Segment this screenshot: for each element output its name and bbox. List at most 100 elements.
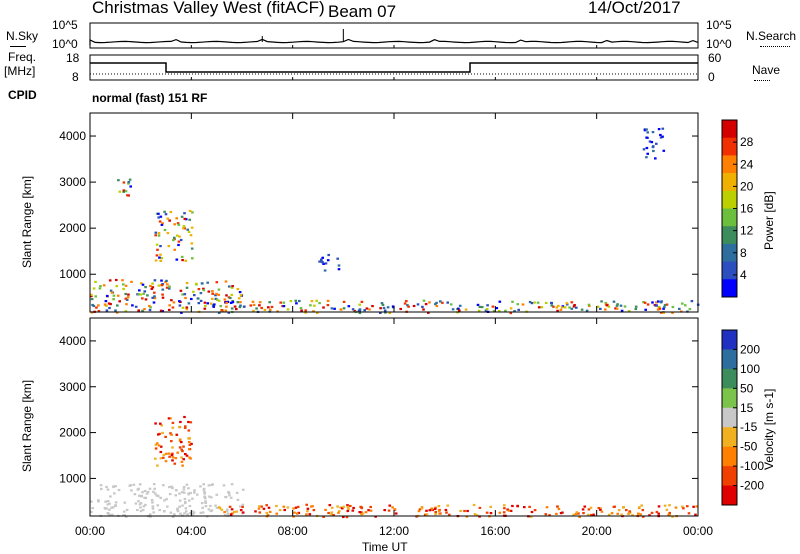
velocity-echo-cell <box>242 488 245 491</box>
velocity-echo-cell <box>151 501 154 504</box>
velocity-echo-cell <box>113 492 116 495</box>
velocity-echo-cell <box>346 505 350 508</box>
power-echo-cell <box>157 232 161 235</box>
velocity-echo-cell <box>327 511 330 515</box>
power-echo-cell <box>153 279 157 282</box>
velocity-echo-cell <box>224 495 227 499</box>
velocity-echo-cell <box>530 510 534 514</box>
power-echo-cell <box>651 145 655 148</box>
velocity-ytick-label-2: 3000 <box>59 380 86 394</box>
power-echo-cell <box>544 301 548 304</box>
station-title: Christmas Valley West (fitACF) <box>92 0 325 17</box>
velocity-cbar-swatch-3 <box>722 388 737 409</box>
power-echo-cell <box>323 269 327 272</box>
top-panels <box>89 22 699 81</box>
velocity-echo-cell <box>156 442 159 445</box>
velocity-echo-cell <box>694 513 697 516</box>
power-cbar-tick-label-4: 12 <box>740 224 754 238</box>
power-echo-cell <box>572 305 576 308</box>
power-cbar-swatch-5 <box>722 208 737 227</box>
power-echo-cell <box>380 302 384 305</box>
power-echo-cell <box>108 306 111 310</box>
velocity-echo-cell <box>178 439 182 442</box>
velocity-echo-cell <box>112 485 115 488</box>
velocity-cbar-tick-label-0: 200 <box>740 342 760 356</box>
velocity-echo-cell <box>204 505 208 508</box>
velocity-echo-cell <box>230 483 234 486</box>
power-echo-cell <box>161 293 164 296</box>
velocity-echo-cell <box>233 510 236 514</box>
velocity-echo-cell <box>545 506 549 509</box>
velocity-echo-cell <box>170 440 173 443</box>
velocity-echo-cell <box>387 509 391 512</box>
power-echo-cell <box>185 286 189 289</box>
velocity-echo-cell <box>171 456 175 459</box>
power-echo-cell <box>99 285 102 288</box>
velocity-echo-cell <box>182 488 186 491</box>
velocity-echo-cell <box>181 464 184 467</box>
velocity-echo-cell <box>425 513 429 516</box>
velocity-echo-cell <box>674 506 678 509</box>
velocity-echo-cell <box>485 511 489 514</box>
freq-label: Freq. <box>8 50 37 64</box>
velocity-echo-cell <box>196 493 199 496</box>
power-echo-cell <box>229 301 233 304</box>
velocity-echo-cell <box>239 505 242 508</box>
power-echo-cell <box>154 259 158 262</box>
velocity-echo-cell <box>476 514 479 517</box>
power-colorbar: 28 24 20 16 12 8 4 <box>721 119 754 298</box>
velocity-echo-cell <box>445 511 448 514</box>
power-echo-cell <box>192 290 195 293</box>
velocity-echo-cell <box>157 444 161 447</box>
power-echo-cell <box>117 179 120 182</box>
velocity-echo-cell <box>166 505 169 508</box>
power-echo-cell <box>600 300 603 303</box>
velocity-echo-cell <box>144 496 148 500</box>
velocity-echo-cell <box>171 459 174 462</box>
velocity-echo-cell <box>174 457 178 460</box>
velocity-echo-cell <box>210 496 213 499</box>
velocity-echo-cell <box>286 506 290 509</box>
velocity-echo-cell <box>153 487 156 490</box>
power-echo-cell <box>580 308 584 311</box>
power-echo-cell <box>125 298 129 301</box>
power-echo-cell <box>347 305 351 308</box>
power-echo-cell <box>485 308 489 311</box>
power-echo-cell <box>298 299 301 303</box>
velocity-cbar-tick-label-6: -100 <box>740 459 764 473</box>
velocity-echo-cell <box>203 497 207 500</box>
power-echo-cell <box>642 301 645 304</box>
power-echo-cell <box>316 311 319 314</box>
power-echo-cell <box>268 301 271 304</box>
velocity-echo-cell <box>151 507 155 510</box>
velocity-echo-cell <box>211 483 214 486</box>
power-echo-cell <box>258 301 262 304</box>
power-echo-cell <box>555 306 559 309</box>
velocity-echo-cell <box>179 420 182 424</box>
velocity-echo-cell <box>556 505 559 508</box>
velocity-echo-cell <box>282 505 286 508</box>
power-echo-cell <box>504 309 507 312</box>
power-echo-cell <box>122 189 126 192</box>
power-echo-cell <box>560 306 564 309</box>
power-echo-cell <box>382 306 386 310</box>
velocity-echo-cell <box>663 504 667 507</box>
power-echo-cell <box>224 309 228 312</box>
velocity-cbar-tick-label-7: -200 <box>740 479 764 493</box>
power-echo-cell <box>142 292 145 295</box>
velocity-echo-cell <box>187 487 190 490</box>
velocity-echo-cell <box>106 503 110 506</box>
power-echo-cell <box>170 299 173 302</box>
velocity-echo-cell <box>599 507 602 510</box>
velocity-echo-cell <box>448 513 451 516</box>
power-echo-cell <box>159 259 163 262</box>
velocity-echo-cell <box>137 500 140 503</box>
power-echo-cell <box>176 234 179 237</box>
power-echo-cell <box>251 300 255 303</box>
velocity-echo-cell <box>336 505 339 508</box>
velocity-echo-cell <box>149 515 152 518</box>
power-echo-cell <box>684 304 687 307</box>
velocity-echo-cell <box>133 493 137 496</box>
velocity-echo-cell <box>200 502 204 505</box>
velocity-cbar-swatch-0 <box>722 330 737 350</box>
